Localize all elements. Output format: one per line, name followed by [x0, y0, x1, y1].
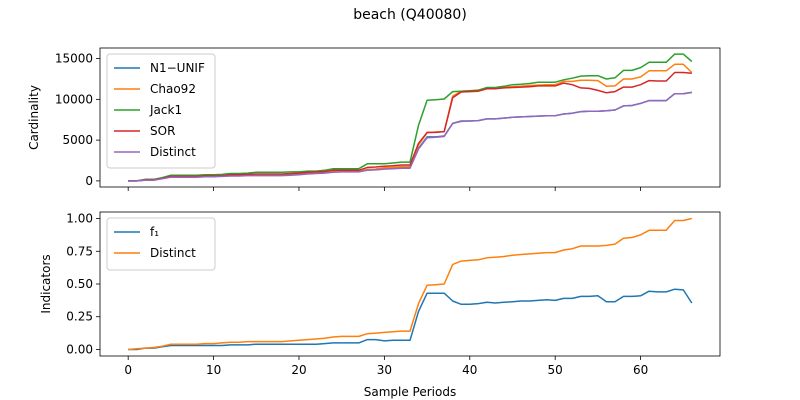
x-tick-label: 50	[548, 363, 563, 377]
y-tick-label: 10000	[55, 92, 93, 106]
legend-label: SOR	[150, 124, 175, 138]
cardinality-chart: 0 5000 10000 15000 Cardinality N1−UNIF Chao92 J…	[27, 47, 721, 191]
y-tick-label: 0.50	[66, 277, 93, 291]
x-tick-label: 10	[206, 363, 221, 377]
y-tick-label: 15000	[55, 52, 93, 66]
x-tick-label: 0	[124, 363, 132, 377]
y-axis-label: Indicators	[39, 254, 53, 313]
series-line-0-4	[128, 91, 692, 182]
legend-label: Distinct	[150, 145, 196, 159]
legend-label: Distinct	[150, 246, 196, 260]
y-tick-label: 1.00	[66, 212, 93, 226]
x-tick-label: 60	[633, 363, 648, 377]
series-line-1-1	[128, 217, 692, 351]
indicators-chart: 0 10 20 30 40 50 60 0.00 0.25 0.50 0.75 1.00 Indicat…	[39, 212, 721, 377]
series-line-1-0	[128, 288, 693, 351]
legend	[106, 53, 216, 169]
series-line-0-2	[128, 53, 693, 182]
y-tick-label: 0	[85, 174, 93, 188]
y-tick-label: 5000	[62, 133, 93, 147]
figure-title: beach (Q40080)	[353, 7, 467, 23]
y-axis-label: Cardinality	[27, 85, 41, 150]
plot-frame	[99, 47, 721, 188]
legend-label: Jack1	[149, 103, 182, 117]
y-tick-label: 0.00	[66, 342, 93, 356]
x-tick-label: 40	[462, 363, 477, 377]
legend-label: Chao92	[150, 82, 196, 96]
y-tick-label: 0.25	[66, 310, 93, 324]
legend-label: f₁	[150, 225, 159, 239]
series-line-0-3	[128, 71, 692, 182]
legend-label: N1−UNIF	[150, 61, 205, 75]
x-tick-label: 20	[291, 363, 306, 377]
y-tick-label: 0.75	[66, 244, 93, 258]
x-tick-label: 30	[377, 363, 392, 377]
x-axis-label: Sample Periods	[364, 385, 456, 399]
legend	[106, 217, 216, 271]
